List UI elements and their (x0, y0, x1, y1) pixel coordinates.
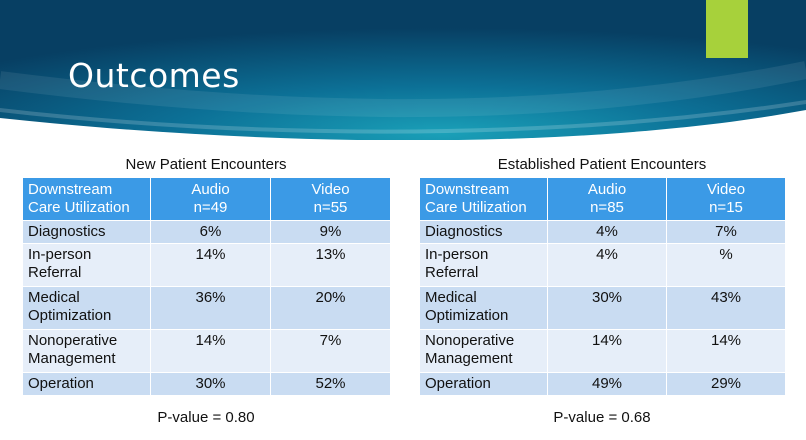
video-value: 20% (270, 286, 391, 330)
header-audio: Audio n=49 (150, 177, 271, 221)
accent-block (706, 0, 748, 58)
header-utilization: Downstream Care Utilization (419, 177, 548, 221)
audio-value: 6% (150, 220, 271, 244)
video-value: 7% (270, 329, 391, 373)
new-table-caption: New Patient Encounters (125, 156, 287, 173)
title-banner (0, 0, 806, 140)
banner-background (0, 0, 806, 140)
table-row: Diagnostics 4% 7% (419, 220, 786, 244)
row-label: Diagnostics (419, 220, 548, 244)
slide-title: Outcomes (68, 56, 240, 95)
table-row: In-person Referral 14% 13% (22, 243, 391, 287)
established-patient-table: Downstream Care Utilization Audio n=85 V… (419, 177, 786, 396)
video-value: 7% (666, 220, 786, 244)
est-table-pvalue: P-value = 0.68 (553, 409, 651, 426)
video-value: 14% (666, 329, 786, 373)
table-row: Diagnostics 6% 9% (22, 220, 391, 244)
row-label: In-person Referral (22, 243, 151, 287)
audio-value: 49% (547, 372, 667, 396)
est-table-caption: Established Patient Encounters (497, 156, 707, 173)
video-value: 52% (270, 372, 391, 396)
audio-value: 14% (150, 243, 271, 287)
video-value: 43% (666, 286, 786, 330)
row-label: Medical Optimization (419, 286, 548, 330)
row-label: Diagnostics (22, 220, 151, 244)
audio-value: 4% (547, 243, 667, 287)
new-table-pvalue: P-value = 0.80 (157, 409, 255, 426)
row-label: Nonoperative Management (419, 329, 548, 373)
video-value: 13% (270, 243, 391, 287)
audio-value: 14% (150, 329, 271, 373)
table-row: Operation 30% 52% (22, 372, 391, 396)
audio-value: 4% (547, 220, 667, 244)
table-row: Medical Optimization 30% 43% (419, 286, 786, 330)
header-utilization: Downstream Care Utilization (22, 177, 151, 221)
header-audio: Audio n=85 (547, 177, 667, 221)
row-label: In-person Referral (419, 243, 548, 287)
audio-value: 14% (547, 329, 667, 373)
header-video: Video n=15 (666, 177, 786, 221)
audio-value: 30% (547, 286, 667, 330)
video-value: 29% (666, 372, 786, 396)
audio-value: 36% (150, 286, 271, 330)
table-row: Nonoperative Management 14% 14% (419, 329, 786, 373)
table-row: Nonoperative Management 14% 7% (22, 329, 391, 373)
table-row: In-person Referral 4% % (419, 243, 786, 287)
header-video: Video n=55 (270, 177, 391, 221)
audio-value: 30% (150, 372, 271, 396)
new-patient-table: Downstream Care Utilization Audio n=49 V… (22, 177, 391, 396)
table-row: Operation 49% 29% (419, 372, 786, 396)
row-label: Medical Optimization (22, 286, 151, 330)
row-label: Operation (419, 372, 548, 396)
video-value: 9% (270, 220, 391, 244)
row-label: Nonoperative Management (22, 329, 151, 373)
table-row: Medical Optimization 36% 20% (22, 286, 391, 330)
row-label: Operation (22, 372, 151, 396)
video-value: % (666, 243, 786, 287)
